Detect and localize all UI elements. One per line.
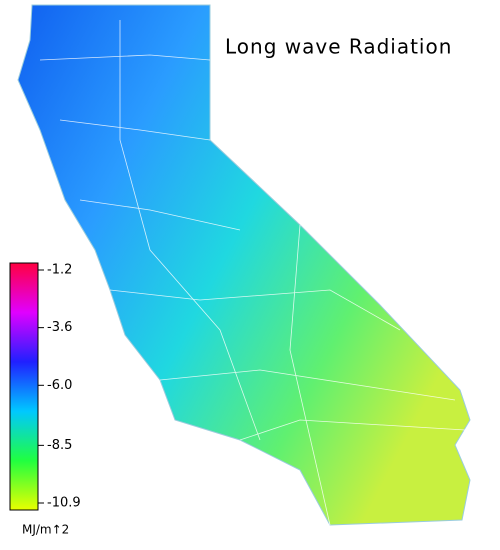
colorbar-unit: MJ/m↑2 (22, 523, 69, 537)
california-map (17, 4, 471, 526)
colorbar-tick-label: -8.5 (47, 438, 72, 453)
map-title: Long wave Radiation (225, 35, 452, 59)
colorbar-tick-label: -3.6 (47, 320, 72, 335)
colorbar-tick-label: -1.2 (47, 263, 72, 278)
colorbar (9, 262, 39, 511)
county-lines (39, 20, 466, 526)
colorbar-tick-label: -10.9 (47, 496, 81, 511)
colorbar-tick-label: -6.0 (47, 378, 72, 393)
